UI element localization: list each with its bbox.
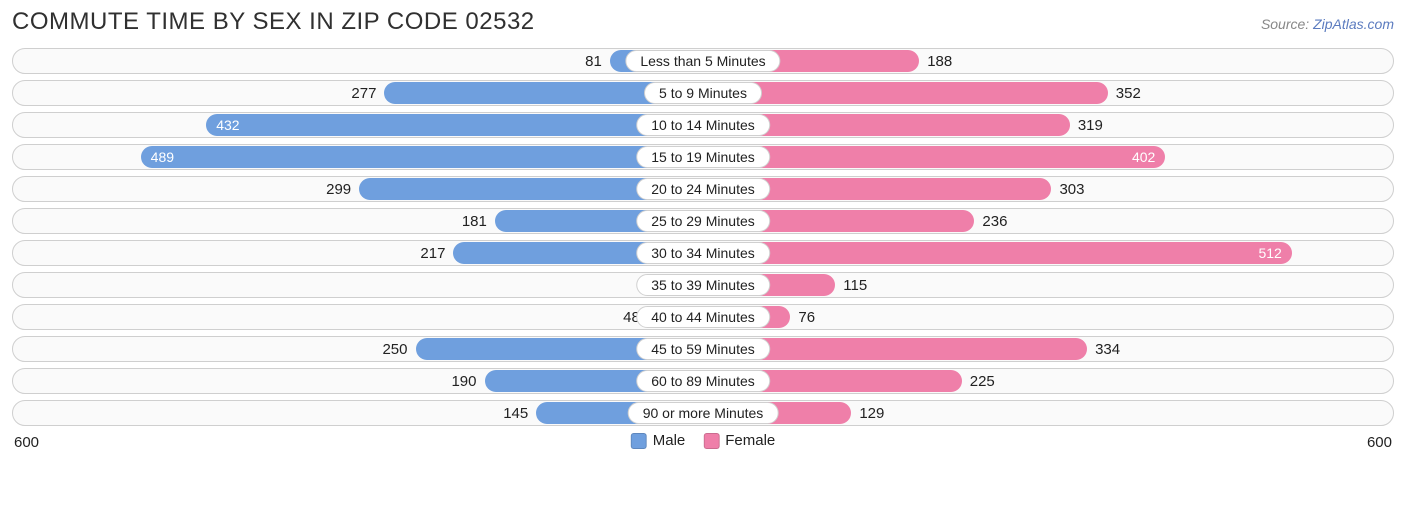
female-value: 129 [851,401,1393,425]
category-pill: 45 to 59 Minutes [636,338,770,360]
male-bar: 432 [206,114,703,136]
chart-footer: 600 600 Male Female [12,432,1394,456]
chart-row: 81 188 Less than 5 Minutes [12,48,1394,74]
category-pill: 35 to 39 Minutes [636,274,770,296]
chart-row: 145 129 90 or more Minutes [12,400,1394,426]
female-bar [703,82,1108,104]
chart-row: 250 334 45 to 59 Minutes [12,336,1394,362]
male-value: 145 [13,401,536,425]
category-pill: 30 to 34 Minutes [636,242,770,264]
chart-row: 28 115 35 to 39 Minutes [12,272,1394,298]
chart-source: Source: ZipAtlas.com [1261,16,1394,32]
female-value: 303 [1051,177,1393,201]
category-pill: 40 to 44 Minutes [636,306,770,328]
male-swatch-icon [631,433,647,449]
category-pill: 20 to 24 Minutes [636,178,770,200]
source-link[interactable]: ZipAtlas.com [1313,16,1394,32]
female-value: 76 [790,305,1393,329]
female-value: 115 [835,273,1393,297]
male-value: 489 [141,149,174,165]
female-bar: 512 [703,242,1292,264]
male-value: 432 [206,117,239,133]
female-value: 236 [974,209,1393,233]
source-prefix: Source: [1261,16,1313,32]
chart-row: 512 217 30 to 34 Minutes [12,240,1394,266]
female-value: 319 [1070,113,1393,137]
female-bar: 402 [703,146,1165,168]
female-value: 512 [1258,245,1291,261]
chart-row: 432 319 10 to 14 Minutes [12,112,1394,138]
male-bar: 489 [141,146,703,168]
chart-row: 277 352 5 to 9 Minutes [12,80,1394,106]
chart-title: COMMUTE TIME BY SEX IN ZIP CODE 02532 [12,8,535,36]
category-pill: 25 to 29 Minutes [636,210,770,232]
legend-item-female: Female [703,432,775,449]
chart-row: 48 76 40 to 44 Minutes [12,304,1394,330]
female-value: 225 [962,369,1393,393]
axis-label-left: 600 [14,434,39,451]
female-value: 352 [1108,81,1393,105]
female-value: 402 [1132,149,1165,165]
male-value: 190 [13,369,485,393]
chart-container: COMMUTE TIME BY SEX IN ZIP CODE 02532 So… [0,0,1406,462]
chart-rows: 81 188 Less than 5 Minutes 277 352 5 to 9 Min… [12,48,1394,426]
chart-header: COMMUTE TIME BY SEX IN ZIP CODE 02532 So… [12,8,1394,36]
male-value: 217 [13,241,453,265]
legend-item-male: Male [631,432,686,449]
category-pill: 15 to 19 Minutes [636,146,770,168]
category-pill: 5 to 9 Minutes [644,82,762,104]
male-value: 299 [13,177,359,201]
chart-row: 181 236 25 to 29 Minutes [12,208,1394,234]
male-value: 48 [13,305,648,329]
male-value: 250 [13,337,416,361]
axis-label-right: 600 [1367,434,1392,451]
category-pill: 10 to 14 Minutes [636,114,770,136]
female-value: 334 [1087,337,1393,361]
legend-label: Male [653,432,686,449]
male-value: 277 [13,81,384,105]
category-pill: Less than 5 Minutes [625,50,780,72]
chart-legend: Male Female [631,432,776,449]
chart-row: 489 402 15 to 19 Minutes [12,144,1394,170]
male-value: 181 [13,209,495,233]
male-value: 28 [13,273,671,297]
chart-row: 299 303 20 to 24 Minutes [12,176,1394,202]
legend-label: Female [725,432,775,449]
category-pill: 90 or more Minutes [628,402,779,424]
male-value: 81 [13,49,610,73]
category-pill: 60 to 89 Minutes [636,370,770,392]
female-swatch-icon [703,433,719,449]
chart-row: 190 225 60 to 89 Minutes [12,368,1394,394]
female-value: 188 [919,49,1393,73]
